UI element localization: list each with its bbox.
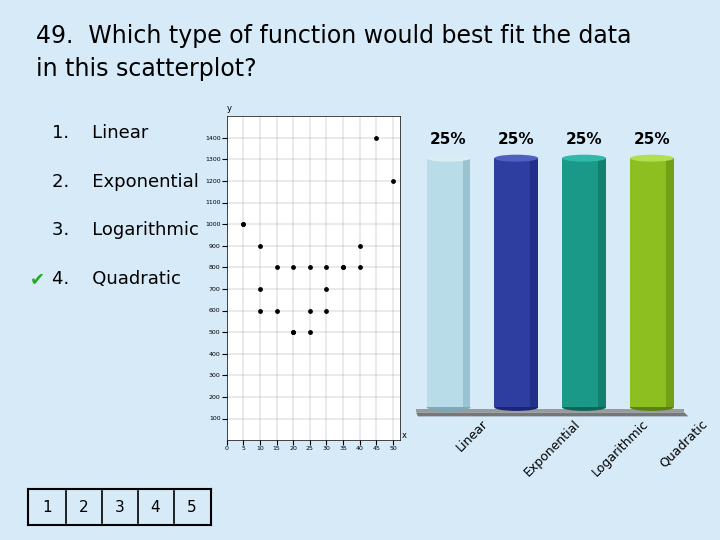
Text: 4.    Quadratic: 4. Quadratic xyxy=(52,270,181,288)
Bar xyxy=(630,158,674,407)
Text: in this scatterplot?: in this scatterplot? xyxy=(36,57,256,80)
Ellipse shape xyxy=(562,154,606,161)
Bar xyxy=(462,158,470,407)
Point xyxy=(271,263,282,272)
Point xyxy=(338,263,349,272)
Text: 2.    Exponential: 2. Exponential xyxy=(52,173,199,191)
Bar xyxy=(531,158,538,407)
Text: Exponential: Exponential xyxy=(521,417,583,479)
Text: Linear: Linear xyxy=(454,417,490,454)
Text: ✔: ✔ xyxy=(30,270,45,288)
Bar xyxy=(427,158,470,407)
Ellipse shape xyxy=(630,404,674,411)
Point xyxy=(304,328,315,336)
Ellipse shape xyxy=(630,154,674,161)
Point xyxy=(304,306,315,315)
Ellipse shape xyxy=(427,154,470,161)
Text: x: x xyxy=(401,431,406,440)
Bar xyxy=(495,158,538,407)
Point xyxy=(338,263,349,272)
Point xyxy=(320,263,332,272)
Point xyxy=(354,241,366,250)
Text: 25%: 25% xyxy=(566,132,603,147)
Polygon shape xyxy=(416,409,684,413)
Point xyxy=(254,241,266,250)
Text: Quadratic: Quadratic xyxy=(657,417,710,470)
Point xyxy=(320,306,332,315)
Polygon shape xyxy=(416,413,688,416)
Point xyxy=(287,328,299,336)
Bar xyxy=(666,158,674,407)
Point xyxy=(254,285,266,293)
Bar xyxy=(598,158,606,407)
Text: 3.    Logarithmic: 3. Logarithmic xyxy=(52,221,199,239)
Point xyxy=(287,263,299,272)
Point xyxy=(238,220,249,228)
Text: 1: 1 xyxy=(42,500,53,515)
Ellipse shape xyxy=(427,404,470,411)
Ellipse shape xyxy=(495,404,538,411)
Text: 3: 3 xyxy=(114,500,125,515)
Text: 25%: 25% xyxy=(430,132,467,147)
Point xyxy=(354,263,366,272)
Point xyxy=(304,263,315,272)
Point xyxy=(254,306,266,315)
Text: Logarithmic: Logarithmic xyxy=(589,417,651,479)
Text: 25%: 25% xyxy=(498,132,535,147)
Point xyxy=(387,177,399,185)
Point xyxy=(320,285,332,293)
Text: 25%: 25% xyxy=(634,132,670,147)
Text: 1.    Linear: 1. Linear xyxy=(52,124,148,142)
Point xyxy=(271,306,282,315)
Text: 49.  Which type of function would best fit the data: 49. Which type of function would best fi… xyxy=(36,24,631,48)
Text: 2: 2 xyxy=(78,500,89,515)
Ellipse shape xyxy=(562,404,606,411)
Point xyxy=(371,133,382,142)
Point xyxy=(238,220,249,228)
Point xyxy=(287,328,299,336)
Ellipse shape xyxy=(495,154,538,161)
Text: y: y xyxy=(227,104,232,113)
Text: 5: 5 xyxy=(186,500,197,515)
Bar xyxy=(562,158,606,407)
Text: 4: 4 xyxy=(150,500,161,515)
